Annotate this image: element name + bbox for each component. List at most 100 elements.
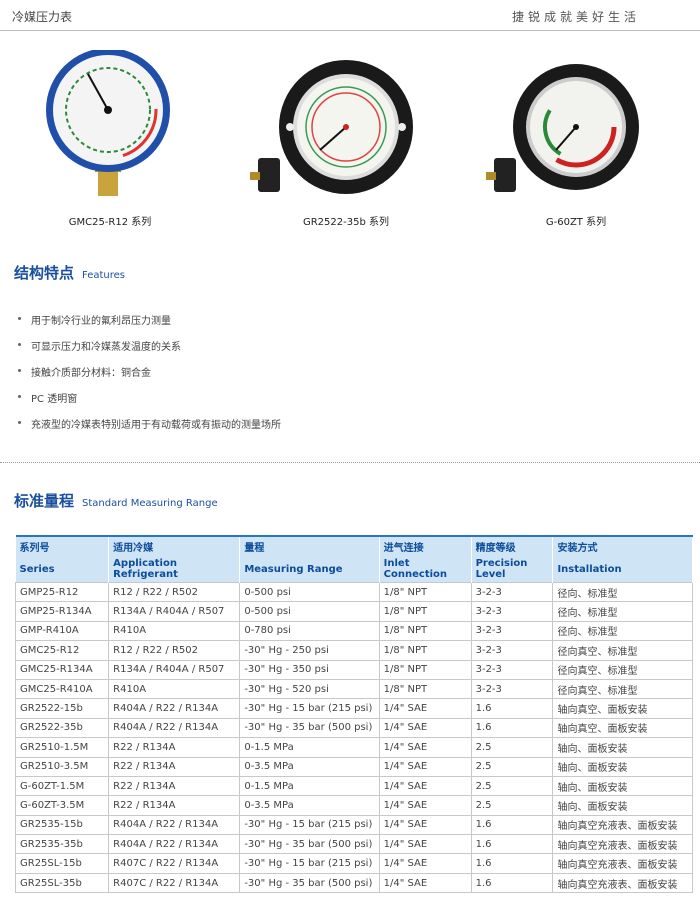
header-row: 系列号 适用冷媒 量程 进气连接 精度等级 安装方式 bbox=[15, 535, 693, 556]
table-cell: R410A bbox=[108, 620, 241, 642]
bullet bbox=[18, 343, 21, 346]
header-cell: 系列号 bbox=[15, 535, 110, 556]
table-cell: 径向、标准型 bbox=[552, 581, 693, 603]
table-cell: 1/4" SAE bbox=[378, 698, 472, 719]
table-cell: 0-3.5 MPa bbox=[239, 795, 380, 816]
table-cell: 1/8" NPT bbox=[378, 620, 472, 642]
table-cell: 1/4" SAE bbox=[378, 737, 472, 758]
table-cell: 1/8" NPT bbox=[378, 640, 472, 661]
table-cell: R22 / R134A bbox=[108, 775, 241, 797]
table-cell: GR2510-1.5M bbox=[14, 737, 110, 758]
table-cell: R410A bbox=[108, 678, 241, 700]
table-cell: 2.5 bbox=[470, 775, 554, 797]
heading-cn: 结构特点 bbox=[14, 264, 75, 282]
header-cell: Inlet Connection bbox=[379, 556, 472, 583]
table-cell: 轴向真空充液表、面板安装 bbox=[552, 834, 693, 855]
table-cell: 1/8" NPT bbox=[378, 581, 472, 603]
table-cell: GMC25-R134A bbox=[14, 659, 110, 680]
feature-item: 充液型的冷媒表特别适用于有动载荷或有振动的测量场所 bbox=[18, 416, 281, 442]
table-cell: 轴向、面板安装 bbox=[552, 756, 693, 777]
table-cell: 1.6 bbox=[470, 872, 554, 894]
table-cell: 1.6 bbox=[470, 698, 554, 719]
feature-text: 充液型的冷媒表特别适用于有动载荷或有振动的测量场所 bbox=[31, 420, 281, 431]
table-cell: GMC25-R410A bbox=[14, 678, 110, 700]
table-cell: 1/8" NPT bbox=[378, 678, 472, 700]
table-row: GR2535-15b R404A / R22 / R134A -30" Hg - 1… bbox=[14, 814, 693, 836]
table-cell: R407C / R22 / R134A bbox=[108, 872, 241, 894]
table-row: GMC25-R12 R12 / R22 / R502 -30" Hg - 250 p… bbox=[14, 640, 693, 661]
table-row: GR2510-3.5M R22 / R134A 0-3.5 MPa 1/4" SAE 2… bbox=[14, 756, 693, 777]
table-cell: 1/4" SAE bbox=[378, 872, 472, 894]
table-cell: GMP-R410A bbox=[14, 620, 110, 642]
table-cell: 2.5 bbox=[470, 795, 554, 816]
feature-list: 用于制冷行业的氟利昂压力测量 可显示压力和冷媒蒸发温度的关系 接触介质部分材料：铜合… bbox=[18, 312, 281, 442]
table-cell: R22 / R134A bbox=[108, 756, 241, 777]
table-row: GR2510-1.5M R22 / R134A 0-1.5 MPa 1/4" SAE 2… bbox=[14, 737, 693, 758]
table-cell: 3-2-3 bbox=[470, 620, 554, 642]
table-cell: R404A / R22 / R134A bbox=[108, 834, 241, 855]
feature-item: 可显示压力和冷媒蒸发温度的关系 bbox=[18, 338, 281, 364]
header-cell: 进气连接 bbox=[379, 535, 472, 556]
slogan: 捷锐成就美好生活 bbox=[511, 10, 640, 24]
table-cell: 0-1.5 MPa bbox=[239, 737, 380, 758]
table-cell: 0-1.5 MPa bbox=[239, 775, 380, 797]
feature-text: PC 透明窗 bbox=[31, 394, 78, 405]
gauge-gmc25 bbox=[46, 50, 170, 196]
header-cell: Measuring Range bbox=[239, 556, 380, 583]
bullet bbox=[18, 369, 21, 372]
table-cell: R404A / R22 / R134A bbox=[108, 814, 241, 836]
table-row: G-60ZT-1.5M R22 / R134A 0-1.5 MPa 1/4" SAE 2… bbox=[14, 775, 693, 797]
table-cell: -30" Hg - 15 bar (215 psi) bbox=[239, 698, 380, 719]
bullet bbox=[18, 395, 21, 398]
table-cell: 2.5 bbox=[470, 756, 554, 777]
table-cell: 1/8" NPT bbox=[378, 601, 472, 622]
table-row: GR2535-35b R404A / R22 / R134A -30" Hg - 3… bbox=[14, 834, 693, 855]
table-cell: R407C / R22 / R134A bbox=[108, 853, 241, 874]
header: 冷媒压力表 捷锐成就美好生活 bbox=[0, 0, 700, 31]
table-cell: 1/4" SAE bbox=[378, 853, 472, 874]
table-cell: GMC25-R12 bbox=[14, 640, 110, 661]
table-cell: GR25SL-35b bbox=[14, 872, 110, 894]
separator bbox=[0, 462, 700, 463]
table-cell: 1.6 bbox=[470, 814, 554, 836]
table-cell: -30" Hg - 250 psi bbox=[239, 640, 380, 661]
table-cell: 3-2-3 bbox=[470, 601, 554, 622]
table-cell: 1.6 bbox=[470, 834, 554, 855]
range-table: 系列号 适用冷媒 量程 进气连接 精度等级 安装方式 Series Application R… bbox=[14, 535, 693, 894]
bullet bbox=[18, 421, 21, 424]
page-title: 冷媒压力表 bbox=[12, 10, 73, 24]
heading-cn: 标准量程 bbox=[14, 492, 75, 510]
table-cell: 3-2-3 bbox=[470, 640, 554, 661]
gauge-illustrations bbox=[46, 50, 639, 196]
table-cell: 0-500 psi bbox=[239, 581, 380, 603]
table-cell: G-60ZT-1.5M bbox=[14, 775, 110, 797]
table-cell: -30" Hg - 15 bar (215 psi) bbox=[239, 814, 380, 836]
table-cell: GR2510-3.5M bbox=[14, 756, 110, 777]
range-heading: 标准量程 Standard Measuring Range bbox=[14, 490, 218, 511]
table-cell: 轴向真空充液表、面板安装 bbox=[552, 872, 693, 894]
table-row: GR2522-35b R404A / R22 / R134A -30" Hg - 3… bbox=[14, 717, 693, 739]
table-cell: -30" Hg - 520 psi bbox=[239, 678, 380, 700]
table-cell: 轴向真空、面板安装 bbox=[552, 698, 693, 719]
table-cell: 3-2-3 bbox=[470, 659, 554, 680]
header-cell: 安装方式 bbox=[552, 535, 693, 556]
table-cell: -30" Hg - 15 bar (215 psi) bbox=[239, 853, 380, 874]
table-row: GMP25-R12 R12 / R22 / R502 0-500 psi 1/8" N… bbox=[14, 581, 693, 603]
table-cell: 轴向真空充液表、面板安装 bbox=[552, 853, 693, 874]
table-cell: 轴向、面板安装 bbox=[552, 737, 693, 758]
gauge-g60zt bbox=[486, 64, 639, 192]
table-cell: GMP25-R12 bbox=[14, 581, 110, 603]
table-cell: 1/8" NPT bbox=[378, 659, 472, 680]
product-caption: GR2522-35b 系列 bbox=[302, 217, 389, 228]
table-cell: 3-2-3 bbox=[470, 581, 554, 603]
table-cell: 1/4" SAE bbox=[378, 717, 472, 739]
header-cell: Application Refrigerant bbox=[108, 556, 241, 583]
header-cell: 量程 bbox=[239, 535, 380, 556]
table-cell: 径向真空、标准型 bbox=[552, 678, 693, 700]
table-cell: 轴向真空充液表、面板安装 bbox=[552, 814, 693, 836]
product-caption: GMC25-R12 系列 bbox=[68, 217, 152, 228]
bullet bbox=[18, 317, 21, 320]
table-cell: 0-780 psi bbox=[239, 620, 380, 642]
table-cell: R22 / R134A bbox=[108, 795, 241, 816]
